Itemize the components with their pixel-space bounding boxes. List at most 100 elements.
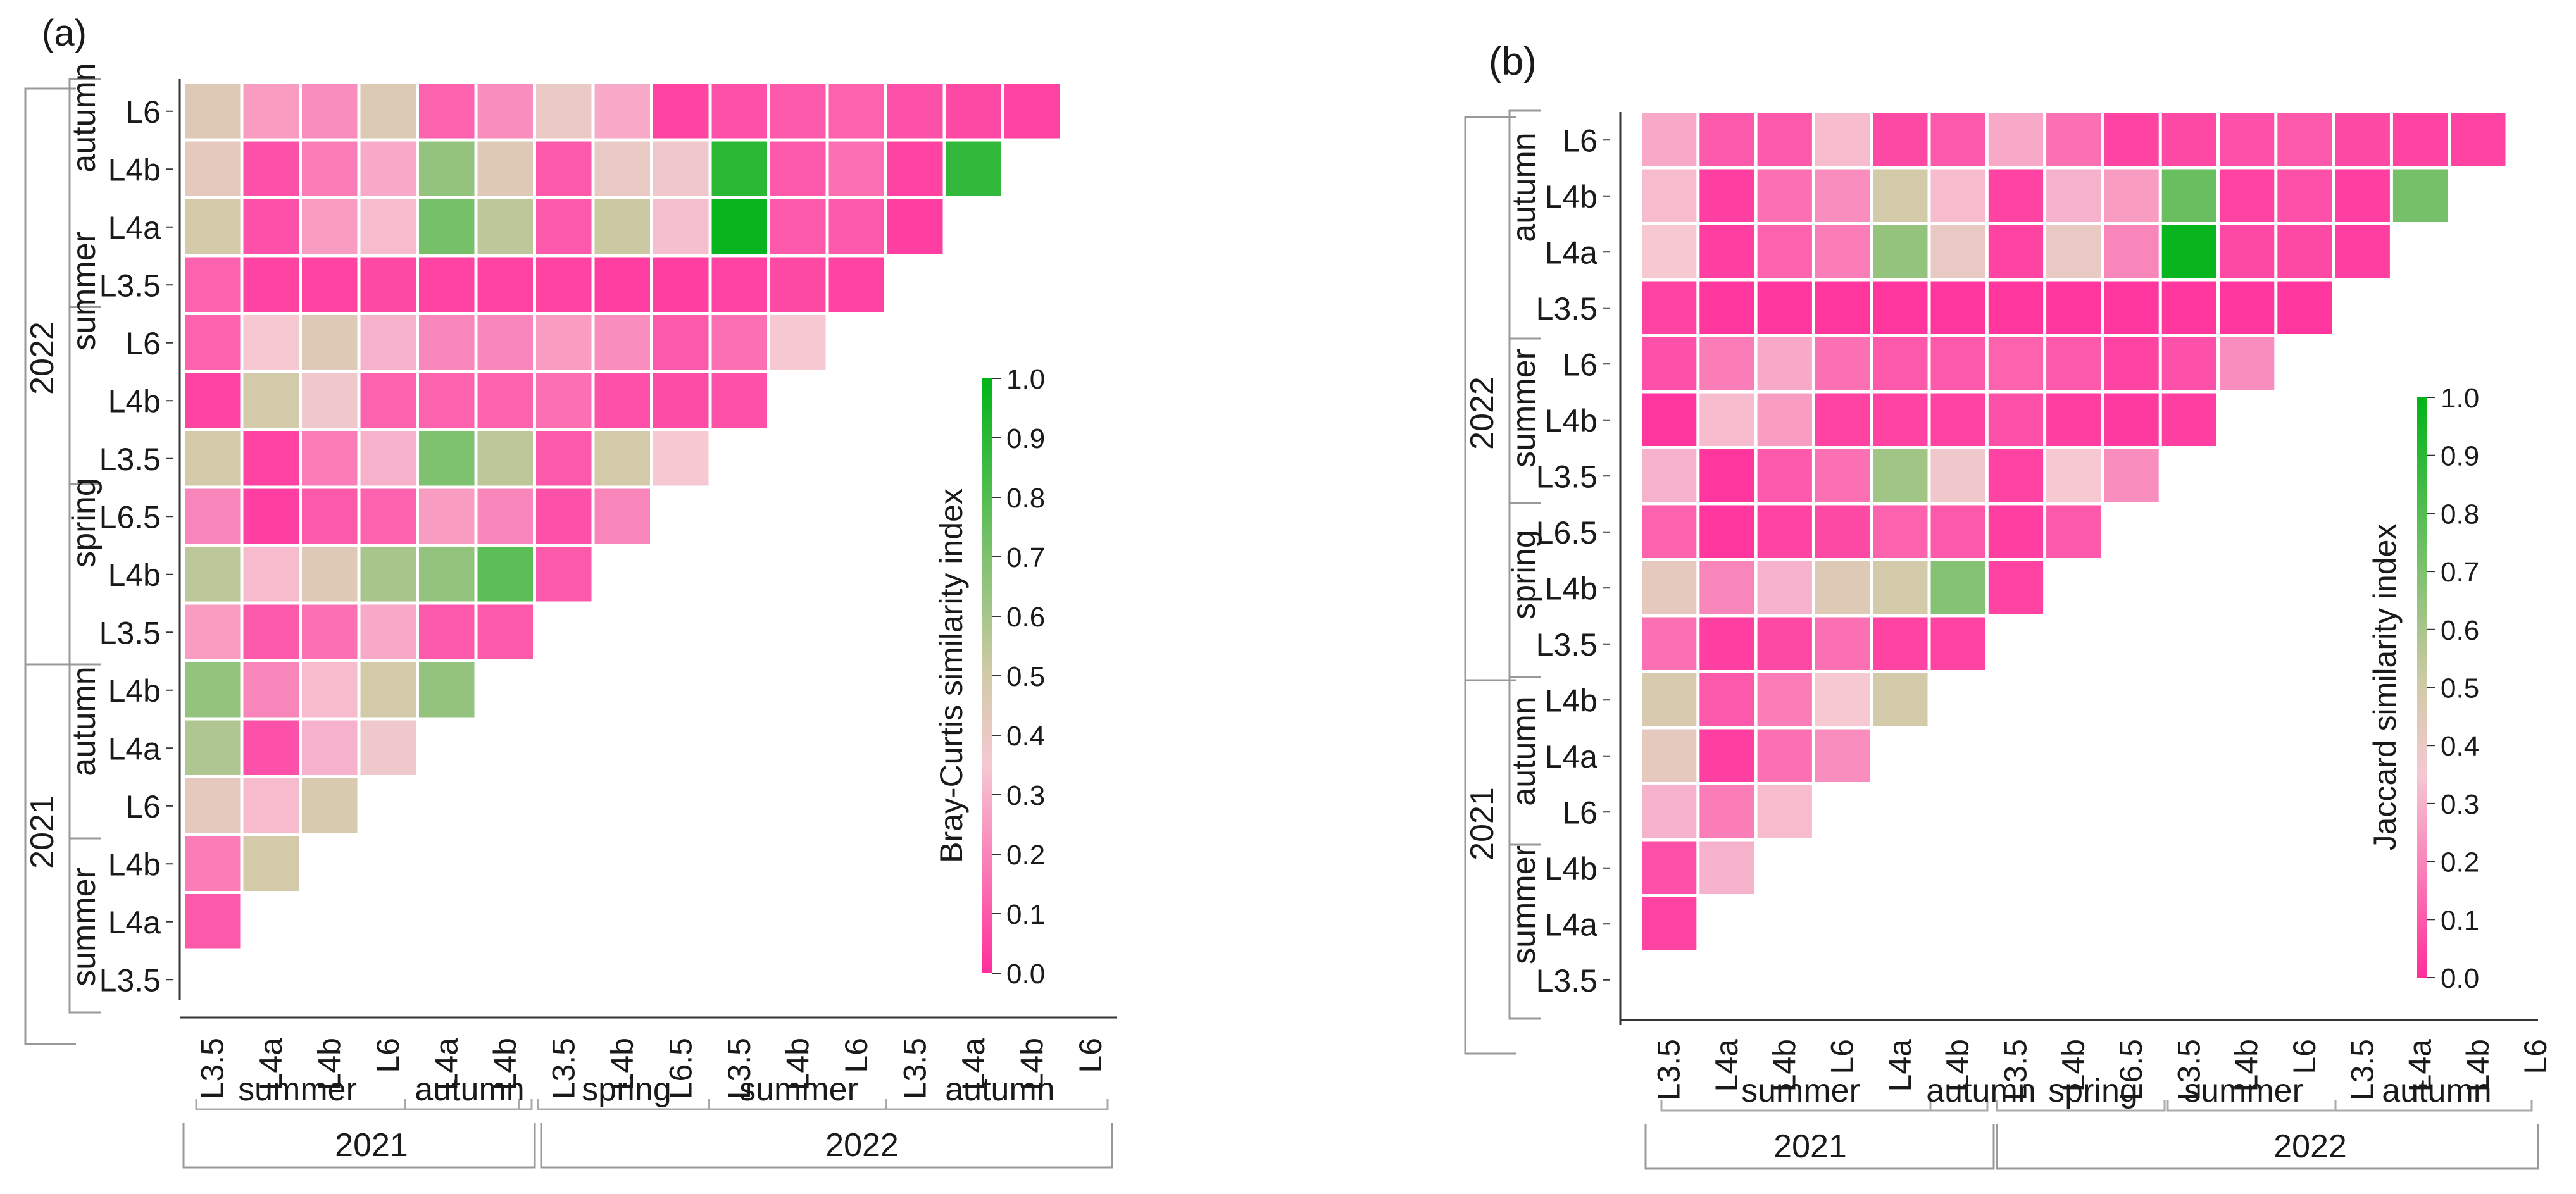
x-season-label: spring [2048,1073,2138,1109]
y-season-label: autumn [66,666,103,776]
heatmap-cell [360,720,416,775]
x-tick-label: L6 [1073,1038,1108,1073]
heatmap-cell [946,141,1001,196]
heatmap-cell [1988,225,2044,278]
heatmap-cell [1873,617,1928,670]
y-tick-label: L6 [125,94,161,130]
colorbar-tick-label: 0.6 [1006,602,1045,633]
heatmap-cell [2104,449,2159,502]
x-tick-label: L4b [780,1038,815,1090]
heatmap-cell [2161,113,2216,166]
heatmap-cell [302,431,358,486]
heatmap-cell [1988,281,2044,334]
heatmap-cell [419,373,475,428]
x-season-bracket [885,1099,1109,1110]
y-tick-label: L4b [1545,571,1597,606]
heatmap-cell [1988,505,2044,558]
heatmap-cell [477,604,533,659]
heatmap-cell [302,315,358,370]
heatmap-cell [1930,337,1985,390]
heatmap-cell [477,141,533,196]
y-tick-label: L3.5 [1536,627,1597,662]
x-year-label: 2022 [825,1127,899,1164]
heatmap-cell [419,141,475,196]
heatmap-cell [1815,281,1870,334]
y-season-label: spring [1506,530,1542,619]
heatmap-cell [1642,785,1697,838]
heatmap-cell [1815,337,1870,390]
heatmap-cell [1988,169,2044,222]
heatmap-cell [2104,113,2159,166]
x-tick-label: L6 [2518,1039,2553,1074]
heatmap-cell [1699,169,1754,222]
y-tick-label: L4a [108,210,161,246]
heatmap-cell [1930,617,1985,670]
heatmap-cell [2046,281,2101,334]
x-season-label: autumn [945,1071,1054,1108]
heatmap-cell [302,199,358,254]
y-season-label: summer [1506,845,1542,964]
x-season-bracket [1929,1100,1989,1112]
heatmap-cell [2104,225,2159,278]
colorbar-tick-label: 0.5 [1006,661,1045,692]
heatmap-cell [1873,337,1928,390]
heatmap-cell [1930,169,1985,222]
heatmap-cell [419,604,475,659]
y-tick-label: L4a [1545,739,1598,774]
heatmap-cell [828,141,884,196]
heatmap-cell [1757,393,1812,446]
x-tick-label: L6 [839,1038,874,1073]
heatmap-cell [185,488,241,544]
y-tick-label: L4a [1545,235,1598,270]
heatmap-cell [2046,225,2101,278]
heatmap-cell [360,662,416,718]
heatmap-cell [2104,281,2159,334]
y-year-label: 2022 [24,321,61,395]
heatmap-cell [536,431,592,486]
y-season-label: autumn [1506,696,1542,805]
heatmap-cell [1699,393,1754,446]
heatmap-cell [536,373,592,428]
x-season-label: summer [238,1071,357,1108]
x-tick-label: L3.5 [2171,1039,2206,1100]
x-season-bracket [1996,1100,2166,1112]
x-tick-label: L4b [604,1038,640,1090]
heatmap-cell [1699,113,1754,166]
y-tick-label: L6 [1562,347,1597,382]
y-tick-label: L3.5 [1536,963,1597,998]
heatmap-cell [653,84,709,139]
x-season-label: summer [739,1071,858,1108]
heatmap-cell [419,199,475,254]
heatmap-cell [302,547,358,602]
y-season-bracket [1508,843,1541,1020]
heatmap-cell [536,488,592,544]
heatmap-cell [1873,449,1928,502]
y-tick-label: L4b [1545,851,1597,886]
y-season-label: autumn [66,63,103,172]
heatmap-cell [185,199,241,254]
heatmap-cell [360,315,416,370]
y-tick-label: L4b [108,557,161,593]
heatmap-cell [360,604,416,659]
colorbar-tick-label: 1.0 [1006,364,1045,395]
heatmap-cell [360,199,416,254]
heatmap-cell [1642,393,1697,446]
x-tick-label: L6 [1825,1039,1860,1074]
heatmap-cell [243,257,299,312]
colorbar-tick-label: 0.9 [1006,423,1045,454]
y-tick-label: L4a [108,905,161,940]
heatmap-cell [1757,113,1812,166]
heatmap-cell [594,199,650,254]
colorbar-tick-label: 0.3 [2441,789,2479,820]
heatmap-cell [770,199,826,254]
heatmap-cell [2220,169,2275,222]
y-season-label: summer [66,868,103,986]
y-year-label: 2021 [1464,787,1501,861]
heatmap-cell [2277,113,2332,166]
heatmap-cell [243,373,299,428]
heatmap-cell [1873,673,1928,726]
x-tick-label: L4b [2056,1039,2091,1091]
y-season-bracket [68,837,101,1014]
heatmap-cell [477,257,533,312]
